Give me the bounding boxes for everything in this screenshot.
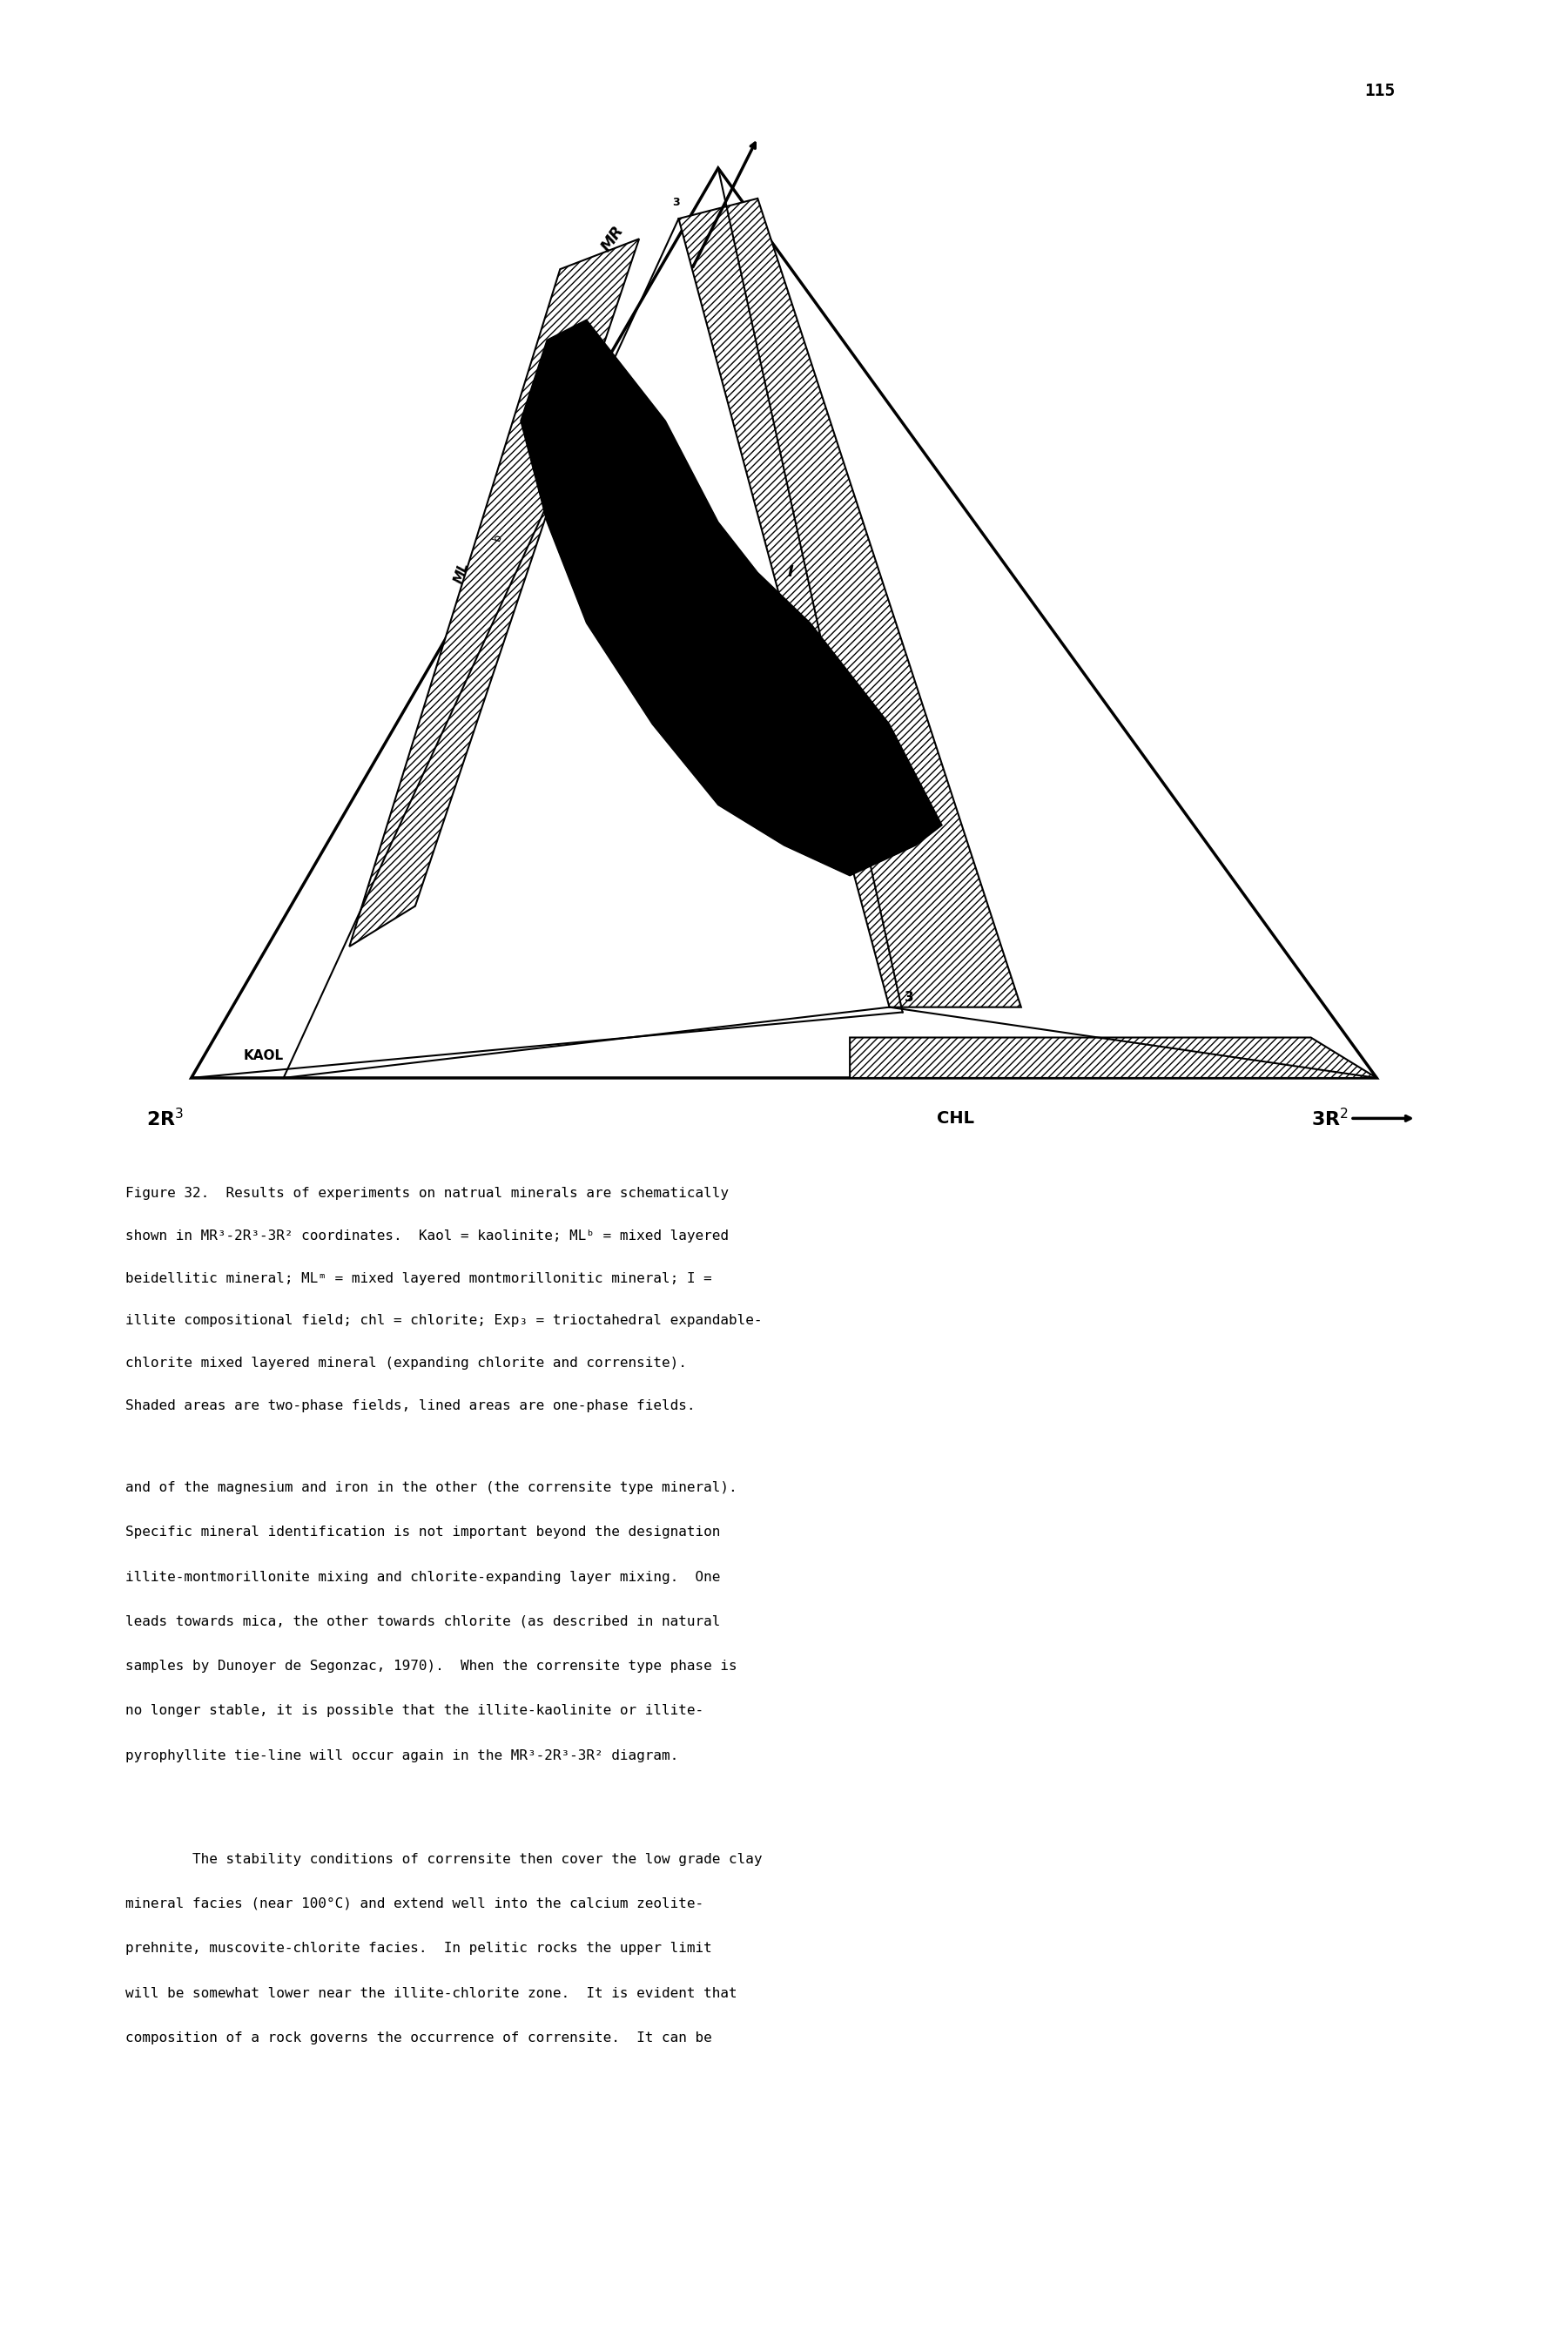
- Text: illite-montmorillonite mixing and chlorite-expanding layer mixing.  One: illite-montmorillonite mixing and chlori…: [125, 1570, 720, 1585]
- Polygon shape: [850, 1037, 1377, 1077]
- Text: MR: MR: [599, 223, 627, 254]
- Text: 3: 3: [673, 197, 679, 209]
- Text: Figure 32.  Results of experiments on natrual minerals are schematically: Figure 32. Results of experiments on nat…: [125, 1187, 729, 1201]
- Text: leads towards mica, the other towards chlorite (as described in natural: leads towards mica, the other towards ch…: [125, 1615, 720, 1629]
- Text: KAOL: KAOL: [243, 1049, 284, 1063]
- Text: prehnite, muscovite-chlorite facies.  In pelitic rocks the upper limit: prehnite, muscovite-chlorite facies. In …: [125, 1942, 712, 1956]
- Text: I: I: [787, 564, 793, 581]
- Text: beidellitic mineral; MLᵐ = mixed layered montmorillonitic mineral; I =: beidellitic mineral; MLᵐ = mixed layered…: [125, 1272, 712, 1286]
- Text: and of the magnesium and iron in the other (the corrensite type mineral).: and of the magnesium and iron in the oth…: [125, 1481, 737, 1495]
- Text: b: b: [492, 531, 505, 543]
- Text: 3: 3: [905, 990, 914, 1004]
- Text: 2R$^3$: 2R$^3$: [146, 1107, 183, 1128]
- Text: chlorite mixed layered mineral (expanding chlorite and corrensite).: chlorite mixed layered mineral (expandin…: [125, 1357, 687, 1371]
- Text: 115: 115: [1364, 82, 1396, 99]
- Text: composition of a rock governs the occurrence of corrensite.  It can be: composition of a rock governs the occurr…: [125, 2031, 712, 2045]
- Text: will be somewhat lower near the illite-chlorite zone.  It is evident that: will be somewhat lower near the illite-c…: [125, 1987, 737, 2001]
- Polygon shape: [679, 197, 1021, 1006]
- Text: CHL: CHL: [936, 1110, 974, 1126]
- Polygon shape: [350, 240, 640, 947]
- Text: ML: ML: [452, 560, 470, 585]
- Text: no longer stable, it is possible that the illite-kaolinite or illite-: no longer stable, it is possible that th…: [125, 1704, 704, 1719]
- Text: 3R$^2$: 3R$^2$: [1311, 1107, 1348, 1128]
- Text: mineral facies (near 100°C) and extend well into the calcium zeolite-: mineral facies (near 100°C) and extend w…: [125, 1897, 704, 1911]
- Text: The stability conditions of corrensite then cover the low grade clay: The stability conditions of corrensite t…: [125, 1853, 762, 1867]
- Text: illite compositional field; chl = chlorite; Exp₃ = trioctahedral expandable-: illite compositional field; chl = chlori…: [125, 1314, 762, 1328]
- Polygon shape: [521, 320, 942, 877]
- Text: Shaded areas are two-phase fields, lined areas are one-phase fields.: Shaded areas are two-phase fields, lined…: [125, 1399, 695, 1413]
- Text: samples by Dunoyer de Segonzac, 1970).  When the corrensite type phase is: samples by Dunoyer de Segonzac, 1970). W…: [125, 1660, 737, 1674]
- Text: shown in MR³-2R³-3R² coordinates.  Kaol = kaolinite; MLᵇ = mixed layered: shown in MR³-2R³-3R² coordinates. Kaol =…: [125, 1230, 729, 1244]
- Text: Specific mineral identification is not important beyond the designation: Specific mineral identification is not i…: [125, 1526, 720, 1540]
- Text: pyrophyllite tie-line will occur again in the MR³-2R³-3R² diagram.: pyrophyllite tie-line will occur again i…: [125, 1749, 679, 1763]
